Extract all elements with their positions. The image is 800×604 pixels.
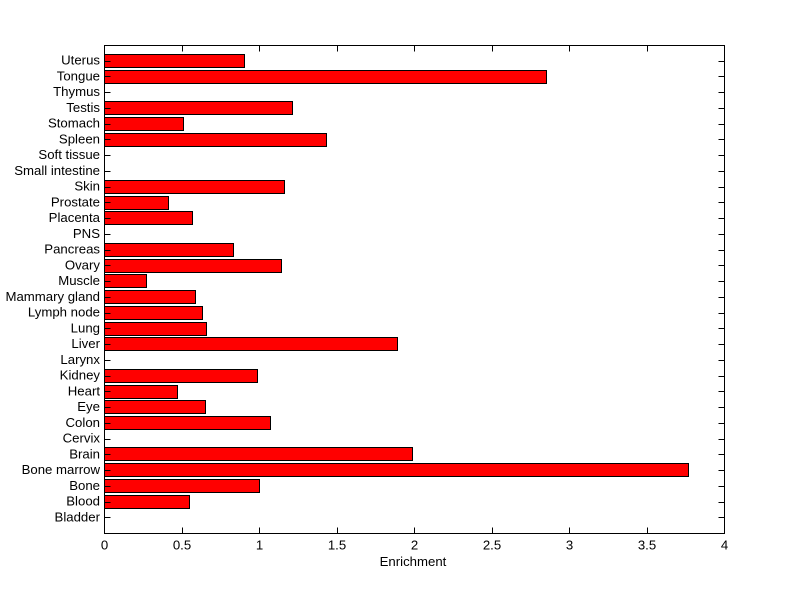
svg-text:3.5: 3.5 [638, 538, 656, 553]
svg-text:Pancreas: Pancreas [44, 242, 100, 257]
svg-text:Eye: Eye [77, 399, 100, 414]
svg-text:Stomach: Stomach [48, 116, 100, 131]
svg-text:1.5: 1.5 [328, 538, 346, 553]
svg-text:Tongue: Tongue [57, 68, 100, 83]
svg-text:Testis: Testis [66, 100, 100, 115]
svg-text:Lymph node: Lymph node [28, 305, 100, 320]
svg-text:Colon: Colon [66, 415, 100, 430]
svg-text:Placenta: Placenta [49, 210, 101, 225]
svg-text:Bone: Bone [69, 478, 100, 493]
svg-text:Cervix: Cervix [63, 431, 101, 446]
svg-text:Bladder: Bladder [55, 509, 101, 524]
svg-text:2: 2 [411, 538, 418, 553]
svg-text:Liver: Liver [71, 336, 100, 351]
svg-text:Mammary gland: Mammary gland [5, 289, 100, 304]
svg-text:Skin: Skin [74, 179, 100, 194]
svg-text:Blood: Blood [66, 494, 100, 509]
svg-text:1: 1 [256, 538, 263, 553]
svg-text:Small intestine: Small intestine [14, 163, 100, 178]
svg-text:Thymus: Thymus [53, 84, 100, 99]
svg-text:Larynx: Larynx [60, 352, 100, 367]
svg-text:Prostate: Prostate [51, 194, 100, 209]
svg-text:Soft tissue: Soft tissue [38, 147, 100, 162]
svg-text:0: 0 [101, 538, 108, 553]
svg-text:Bone marrow: Bone marrow [22, 462, 101, 477]
svg-text:Ovary: Ovary [65, 257, 101, 272]
svg-text:Enrichment: Enrichment [380, 554, 447, 569]
svg-text:Brain: Brain [69, 446, 100, 461]
svg-text:2.5: 2.5 [483, 538, 501, 553]
svg-text:Muscle: Muscle [58, 273, 100, 288]
svg-text:Spleen: Spleen [59, 131, 100, 146]
svg-text:Heart: Heart [68, 383, 101, 398]
svg-text:Lung: Lung [71, 320, 100, 335]
svg-text:Uterus: Uterus [61, 53, 100, 68]
svg-text:3: 3 [566, 538, 573, 553]
svg-text:Kidney: Kidney [60, 368, 101, 383]
svg-text:0.5: 0.5 [173, 538, 191, 553]
svg-text:PNS: PNS [73, 226, 100, 241]
svg-text:4: 4 [721, 538, 728, 553]
